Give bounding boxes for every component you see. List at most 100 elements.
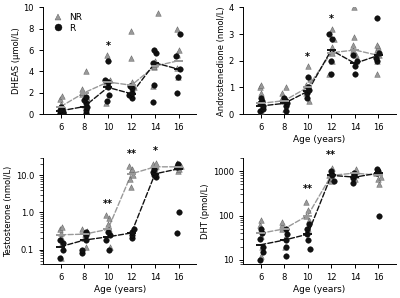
Point bbox=[352, 167, 359, 172]
Point bbox=[103, 213, 109, 218]
Point bbox=[283, 104, 289, 108]
Point bbox=[351, 64, 358, 69]
Point bbox=[351, 171, 357, 176]
Point bbox=[258, 109, 264, 114]
Point bbox=[126, 164, 132, 168]
Point bbox=[257, 223, 264, 228]
Point bbox=[350, 176, 356, 180]
Point bbox=[175, 169, 181, 173]
Point bbox=[79, 91, 85, 96]
Point bbox=[60, 109, 66, 114]
Point bbox=[153, 175, 159, 179]
Point bbox=[350, 180, 356, 185]
Point bbox=[378, 174, 384, 179]
Point bbox=[374, 58, 380, 63]
Point bbox=[153, 160, 159, 165]
Point bbox=[81, 236, 88, 241]
Point bbox=[151, 167, 158, 171]
Point bbox=[130, 85, 137, 90]
Point bbox=[374, 58, 380, 63]
Point bbox=[258, 82, 264, 87]
Point bbox=[258, 90, 264, 95]
Point bbox=[176, 167, 182, 171]
Point bbox=[326, 72, 332, 76]
Text: **: ** bbox=[303, 184, 313, 194]
Point bbox=[328, 58, 334, 63]
Point bbox=[257, 236, 263, 241]
Point bbox=[279, 223, 285, 228]
Point bbox=[349, 171, 356, 176]
Point bbox=[352, 72, 358, 76]
Point bbox=[303, 200, 309, 204]
Point bbox=[128, 169, 134, 173]
Point bbox=[82, 232, 89, 237]
Point bbox=[307, 246, 313, 251]
Point bbox=[258, 104, 265, 108]
Text: *: * bbox=[305, 52, 310, 62]
Point bbox=[327, 72, 334, 76]
Point bbox=[173, 54, 180, 59]
Point bbox=[278, 220, 285, 225]
Point bbox=[306, 221, 312, 226]
Point bbox=[129, 86, 135, 91]
Point bbox=[58, 255, 64, 260]
Point bbox=[58, 231, 64, 235]
Point bbox=[150, 60, 156, 65]
Point bbox=[258, 96, 264, 100]
Point bbox=[279, 96, 285, 100]
Point bbox=[130, 227, 137, 232]
Point bbox=[59, 105, 66, 110]
Point bbox=[59, 240, 65, 245]
Point bbox=[57, 111, 64, 116]
Point bbox=[79, 226, 85, 231]
Point bbox=[373, 56, 380, 60]
Point bbox=[127, 177, 134, 181]
Point bbox=[279, 98, 285, 103]
Point bbox=[83, 101, 89, 106]
Point bbox=[150, 100, 156, 105]
Point bbox=[151, 65, 157, 69]
Point bbox=[376, 50, 382, 55]
Point bbox=[58, 107, 64, 112]
Point bbox=[129, 236, 135, 241]
Point bbox=[58, 104, 64, 109]
Point bbox=[104, 53, 111, 58]
Point bbox=[283, 101, 290, 106]
Point bbox=[82, 94, 89, 99]
Point bbox=[281, 106, 288, 111]
Point bbox=[257, 85, 264, 90]
Point bbox=[351, 5, 357, 10]
Point bbox=[258, 244, 265, 249]
X-axis label: Age (years): Age (years) bbox=[293, 285, 346, 294]
Text: **: ** bbox=[126, 149, 136, 159]
Point bbox=[58, 94, 65, 98]
Point bbox=[57, 238, 63, 243]
Point bbox=[257, 257, 264, 262]
Point bbox=[354, 58, 361, 63]
Point bbox=[326, 173, 332, 178]
Point bbox=[82, 111, 89, 116]
Point bbox=[153, 170, 159, 175]
Point bbox=[330, 179, 337, 183]
Point bbox=[150, 84, 156, 89]
Point bbox=[283, 85, 289, 90]
Point bbox=[282, 244, 289, 249]
Point bbox=[59, 105, 65, 110]
Point bbox=[82, 103, 88, 108]
Point bbox=[278, 90, 285, 95]
Point bbox=[330, 37, 337, 42]
Point bbox=[83, 96, 90, 100]
Point bbox=[105, 80, 112, 84]
Point bbox=[60, 240, 66, 245]
Point bbox=[374, 167, 380, 172]
Text: *: * bbox=[105, 41, 110, 51]
Point bbox=[284, 101, 290, 106]
Point bbox=[126, 92, 132, 97]
Point bbox=[352, 53, 359, 58]
Point bbox=[175, 162, 182, 167]
Point bbox=[284, 232, 290, 237]
Point bbox=[107, 77, 113, 82]
Point bbox=[352, 169, 359, 173]
Point bbox=[153, 51, 159, 56]
Point bbox=[58, 235, 64, 239]
